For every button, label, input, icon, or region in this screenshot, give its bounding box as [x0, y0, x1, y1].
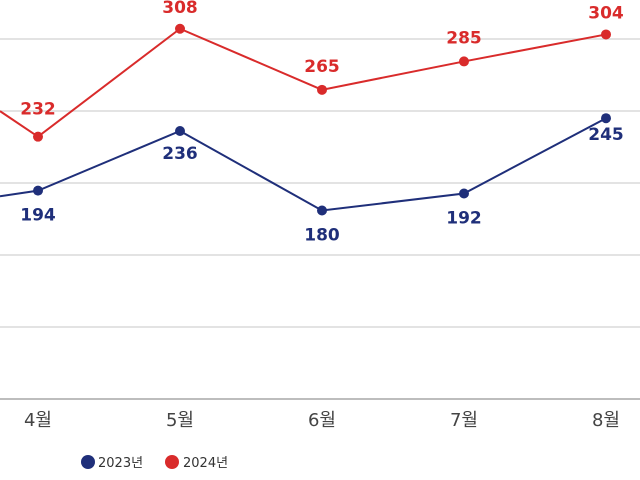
data-point [175, 23, 185, 34]
series-line-2024년 [0, 27, 607, 138]
x-tick-label: 4월 [24, 410, 52, 431]
gridlines [0, 38, 640, 400]
legend-marker [165, 455, 179, 469]
data-point [33, 185, 43, 196]
data-point [317, 205, 327, 216]
data-label: 245 [588, 125, 624, 145]
data-label: 265 [304, 57, 340, 77]
data-point [33, 131, 43, 142]
data-label: 304 [588, 3, 624, 23]
x-tick-label: 5월 [166, 410, 194, 431]
x-axis: 4월 5월 6월 7월 8월 [24, 410, 620, 431]
series-line-2023년 [0, 117, 607, 212]
x-tick-label: 7월 [450, 410, 478, 431]
data-point [601, 113, 611, 124]
data-point [175, 126, 185, 136]
legend: 2023년 2024년 [81, 455, 228, 471]
value-labels: 194 236 180 192 245 232 308 265 285 304 [20, 0, 624, 246]
series-lines [0, 23, 611, 216]
legend-marker [81, 455, 95, 469]
data-point [317, 84, 327, 95]
data-label: 308 [162, 0, 198, 18]
data-label: 180 [304, 226, 340, 246]
data-point [601, 29, 611, 40]
data-label: 192 [446, 208, 482, 228]
data-label: 232 [20, 100, 56, 120]
data-point [459, 188, 469, 199]
data-label: 194 [20, 206, 56, 226]
data-point [459, 56, 469, 67]
x-tick-label: 6월 [308, 410, 336, 431]
x-tick-label: 8월 [592, 410, 620, 431]
data-label: 236 [162, 144, 198, 164]
legend-label: 2024년 [183, 456, 228, 471]
data-label: 285 [446, 28, 482, 48]
legend-label: 2023년 [98, 456, 143, 471]
